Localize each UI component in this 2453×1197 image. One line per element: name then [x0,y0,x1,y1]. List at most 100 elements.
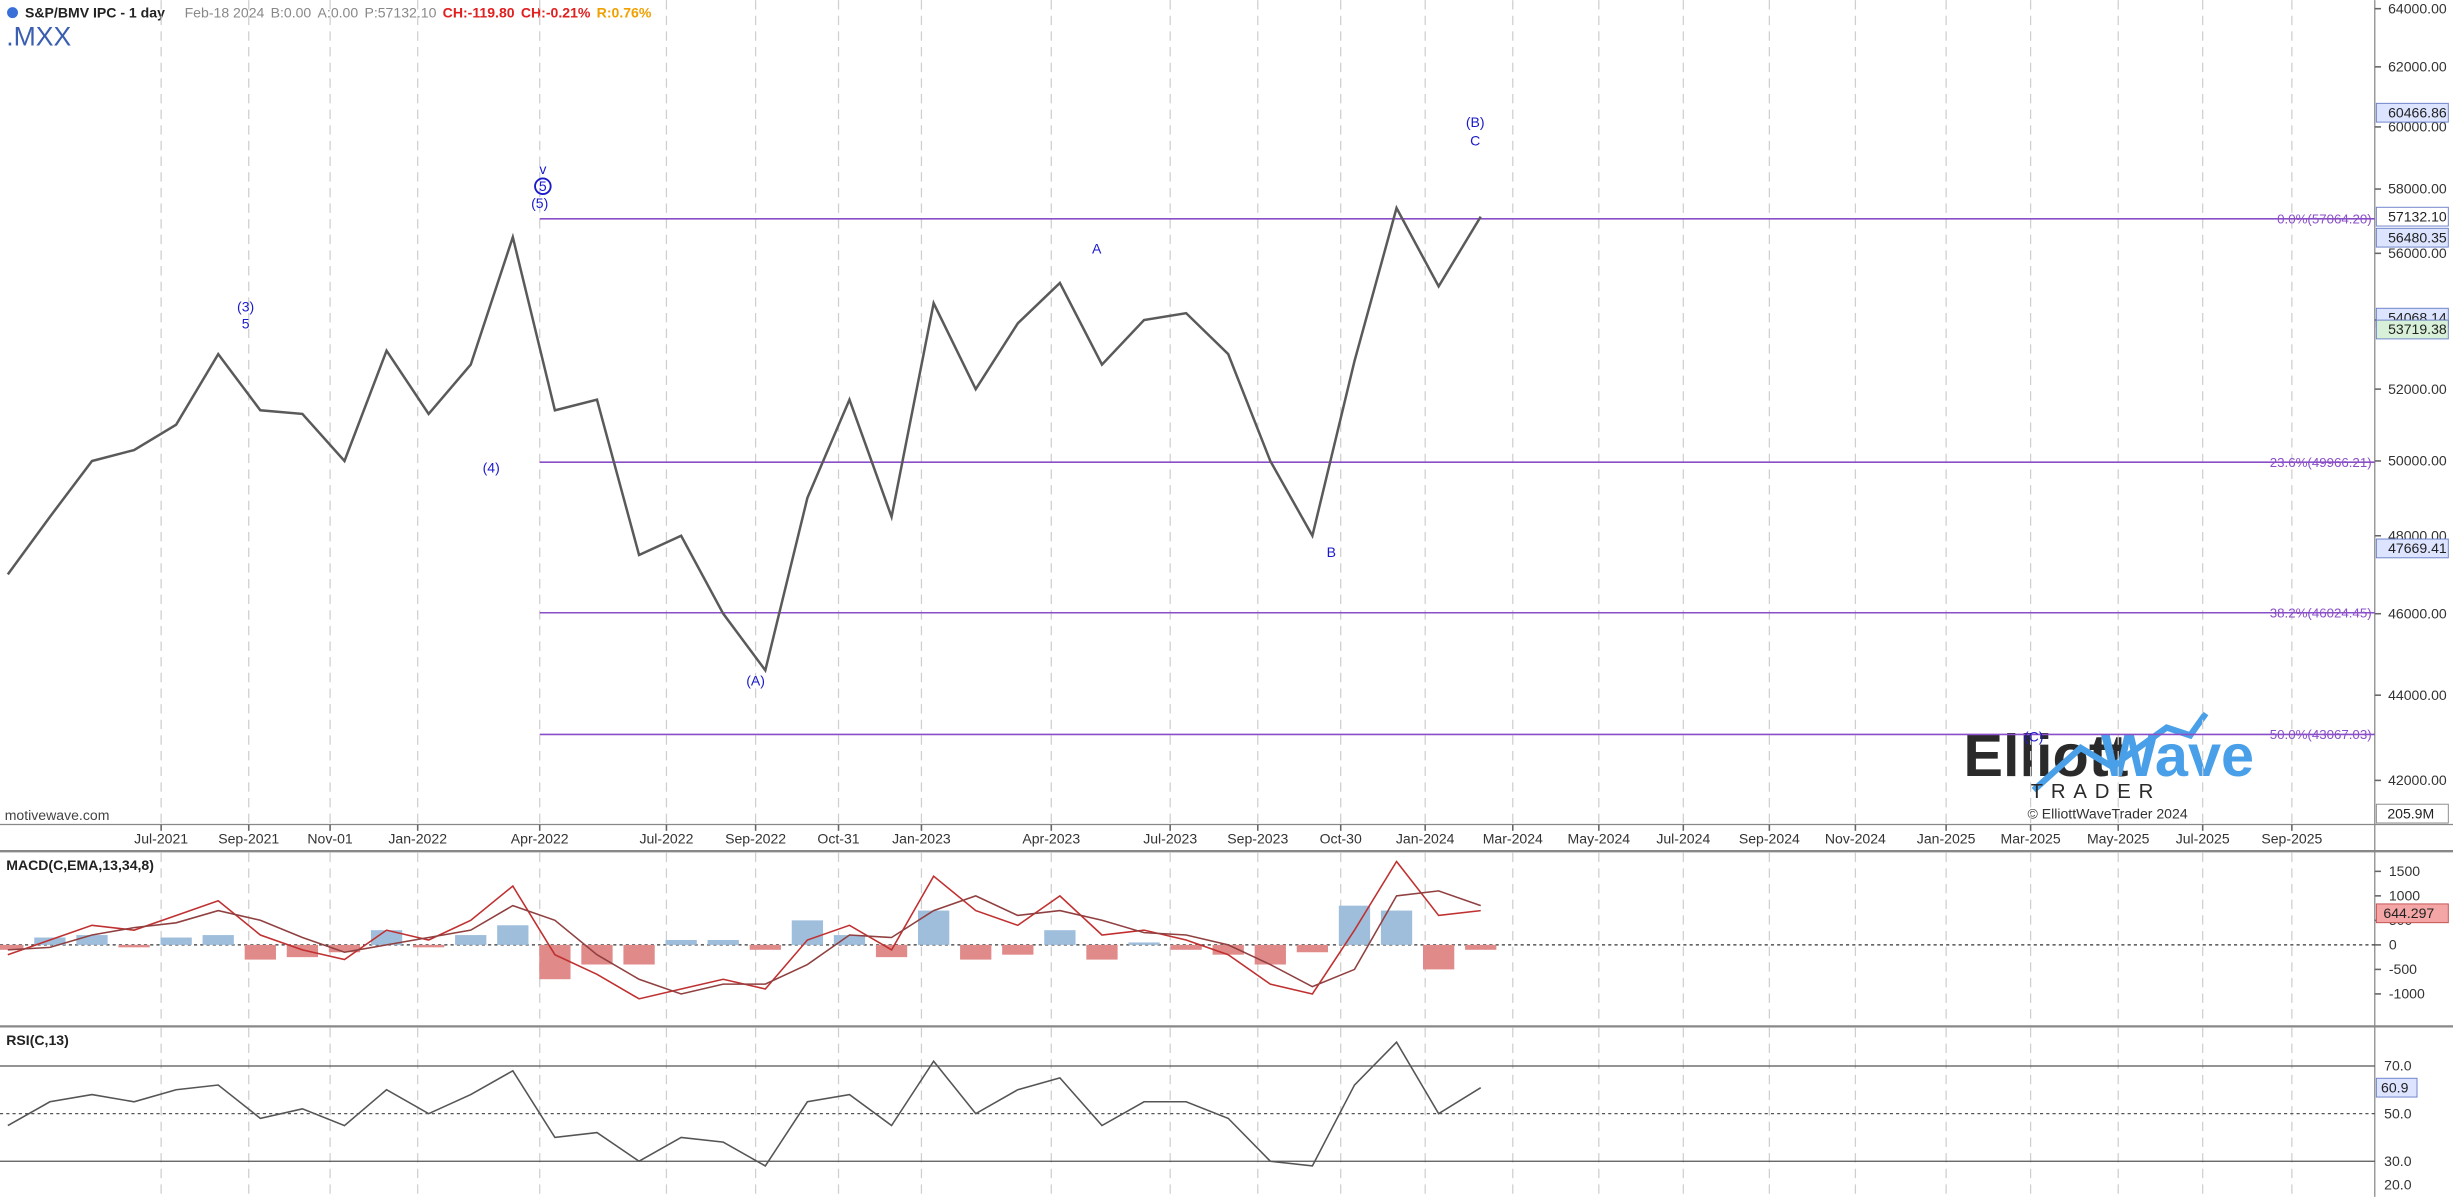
macd-histogram-bar [328,944,361,953]
fib-label: 0.0%(57064.20) [2277,212,2372,227]
wave-label: 5 [539,178,547,194]
price-box-label: 47669.41 [2388,540,2447,556]
macd-histogram-bar [202,935,234,945]
macd-histogram-bar [1212,944,1244,955]
y-tick-label: 58000.00 [2388,181,2447,197]
macd-histogram-bar [1002,944,1034,955]
price-box [2375,319,2449,340]
quote-item: CH:-119.80 [443,4,515,20]
macd-histogram-bar [623,944,655,965]
macd-histogram-bar [413,944,445,948]
x-tick-label: Apr-2022 [511,830,569,846]
volume-label: 205.9M [2387,805,2434,821]
macd-histogram-bar [497,925,529,945]
x-tick-label: Mar-2025 [2001,830,2061,846]
y-tick-label: 1500 [2389,863,2420,879]
price-box [2375,538,2449,559]
quote-item: P:57132.10 [364,4,436,20]
price-box [2375,227,2449,248]
macd-histogram-bar [875,944,908,958]
y-tick-label: 0 [2389,937,2397,953]
macd-value-box [2375,903,2449,924]
macd-value-label: 644.297 [2383,905,2434,921]
macd-histogram-bar [1422,944,1455,970]
wave-circle [534,177,552,196]
macd-histogram-bar [1128,942,1160,945]
x-tick-label: Oct-31 [817,830,859,846]
y-tick-label: 62000.00 [2388,59,2447,75]
symbol-dot [7,7,18,19]
y-tick-label: 42000.00 [2388,772,2447,788]
macd-histogram-bar [244,944,276,960]
y-tick-label: 70.0 [2384,1058,2412,1074]
y-tick-label: 46000.00 [2388,605,2447,621]
quote-item: Feb-18 2024 [185,4,265,20]
rsi-title: RSI(C,13) [6,1032,69,1048]
macd-histogram-bar [1296,944,1329,953]
macd-histogram-bar [833,935,866,945]
macd-histogram-bar [455,935,487,945]
y-tick-label: 20.0 [2384,1177,2412,1193]
x-tick-label: May-2024 [1568,830,1631,846]
macd-histogram-bar [1380,910,1413,945]
macd-histogram-bar [160,937,192,945]
x-tick-label: Apr-2023 [1022,830,1080,846]
price-box-label: 56480.35 [2388,229,2447,245]
watermark: motivewave.com [5,807,110,823]
x-tick-label: Sep-2021 [218,830,279,846]
y-tick-label: 30.0 [2384,1153,2412,1169]
macd-histogram-bar [34,937,66,945]
y-tick-label: 50000.00 [2388,453,2447,469]
symbol: .MXX [6,21,71,51]
x-tick-label: Jul-2023 [1143,830,1197,846]
macd-histogram-bar [749,944,781,950]
x-tick-label: Nov-01 [307,830,353,846]
price-box-label: 60466.86 [2388,104,2447,120]
y-tick-label: 52000.00 [2388,381,2447,397]
x-tick-label: Jul-2025 [2176,830,2230,846]
macd-histogram-bar [76,935,108,945]
macd-signal-line [7,890,1481,995]
x-tick-label: Jul-2022 [639,830,693,846]
price-box-label: 53719.38 [2388,321,2447,337]
wave-label: C [1470,133,1480,149]
price-box-label: 57132.10 [2388,208,2447,224]
logo: Elliott Wave TRADER © ElliottWaveTrader … [1963,711,2254,821]
macd-histogram-bar [707,939,739,945]
wave-label: 5 [242,316,250,332]
rsi-value-label: 60.9 [2381,1079,2409,1095]
macd-histogram-bar [1044,930,1076,945]
macd-title: MACD(C,EMA,13,34,8) [6,857,154,873]
wave-label: v [539,161,546,177]
x-tick-label: Nov-2024 [1825,830,1886,846]
x-tick-label: Mar-2024 [1483,830,1543,846]
price-box [2375,102,2449,123]
macd-histogram-bar [1465,944,1497,950]
macd-histogram-bar [1254,944,1286,965]
fib-label: 50.0%(43067.03) [2270,727,2372,742]
y-tick-label: 64000.00 [2388,0,2447,16]
x-tick-label: Jan-2025 [1917,830,1976,846]
volume-box [2375,803,2449,824]
x-tick-label: Sep-2024 [1739,830,1800,846]
price-box [2375,206,2449,227]
quote-item: A:0.00 [318,4,359,20]
x-tick-label: Oct-30 [1320,830,1362,846]
rsi-line [7,1040,1482,1167]
logo-tagline: TRADER [2031,781,2162,803]
macd-histogram-bar [539,944,571,980]
macd-histogram-bar [665,939,697,945]
macd-histogram-bar [0,944,24,950]
macd-histogram-bar [118,944,150,948]
macd-histogram-bar [1086,944,1118,960]
quote: Feb-18 2024 B:0.00 A:0.00 P:57132.10 CH:-119… [185,4,652,20]
y-tick-label: 1000 [2389,888,2420,904]
wave-label: A [1092,241,1102,257]
wave-label: (C) [2024,729,2044,745]
macd-histogram-bar [1170,944,1202,950]
wave-label: (B) [1466,114,1485,130]
x-tick-label: Sep-2023 [1227,830,1288,846]
